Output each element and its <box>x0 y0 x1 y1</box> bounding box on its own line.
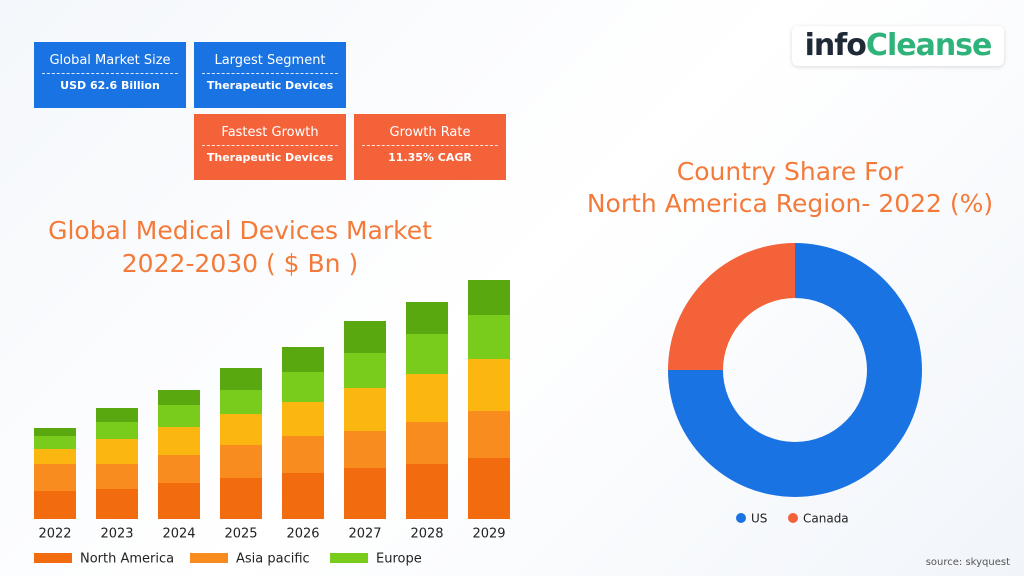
chart-title: North America Region- 2022 (%) <box>587 189 993 218</box>
legend-label: Canada <box>803 512 849 526</box>
bar-segment <box>158 405 200 427</box>
legend-swatch <box>190 553 228 563</box>
x-tick-label: 2028 <box>410 527 443 542</box>
card-title: Global Market Size <box>49 53 171 68</box>
bar-segment <box>34 449 76 464</box>
chart-title: Country Share For <box>677 157 904 186</box>
card-title: Growth Rate <box>389 125 471 140</box>
bar-segment <box>96 408 138 422</box>
bar-segment <box>220 478 262 519</box>
bar-segment <box>344 468 386 519</box>
bar-segment <box>406 464 448 519</box>
bar-segment <box>344 353 386 388</box>
bar-segment <box>220 390 262 414</box>
bar-segment <box>34 491 76 519</box>
bar-segment <box>220 368 262 390</box>
card-title: Fastest Growth <box>221 125 319 140</box>
chart-title: 2022-2030 ( $ Bn ) <box>122 249 358 278</box>
x-tick-label: 2026 <box>286 527 319 542</box>
bar-segment <box>282 436 324 473</box>
card: Fastest Growth Therapeutic Devices <box>194 114 346 180</box>
bar-segment <box>344 431 386 468</box>
bar-segment <box>34 428 76 436</box>
bar-segment <box>282 473 324 519</box>
x-tick-label: 2029 <box>472 527 505 542</box>
source: source: skyquest <box>926 557 1010 568</box>
bar-segment <box>282 402 324 436</box>
bar-segment <box>96 489 138 519</box>
bar-segment <box>406 374 448 422</box>
x-tick-label: 2024 <box>162 527 195 542</box>
bar-segment <box>406 422 448 464</box>
card-value: 11.35% CAGR <box>388 151 472 164</box>
bar-segment <box>220 445 262 478</box>
bar-segment <box>96 422 138 439</box>
legend-label: Europe <box>376 552 422 567</box>
card: Growth Rate 11.35% CAGR <box>354 114 506 180</box>
bar-segment <box>344 388 386 431</box>
card: Global Market Size USD 62.6 Billion <box>34 42 186 108</box>
chart-title: Global Medical Devices Market <box>48 216 432 245</box>
legend-label: US <box>751 512 767 526</box>
bar-segment <box>406 302 448 334</box>
bar-segment <box>468 359 510 411</box>
bar-segment <box>282 372 324 402</box>
donut-slice <box>668 243 922 497</box>
bar-segment <box>158 483 200 519</box>
bar-segment <box>34 464 76 491</box>
legend-label: North America <box>80 552 174 567</box>
legend-dot <box>736 513 746 523</box>
bar-segment <box>344 321 386 353</box>
legend-swatch <box>34 553 72 563</box>
bar-segment <box>468 315 510 359</box>
x-tick-label: 2023 <box>100 527 133 542</box>
card-value: Therapeutic Devices <box>206 79 334 92</box>
x-tick-label: 2025 <box>224 527 257 542</box>
bar-segment <box>158 455 200 483</box>
bar-segment <box>158 427 200 455</box>
card-value: Therapeutic Devices <box>206 151 334 164</box>
bar-segment <box>34 436 76 449</box>
legend-swatch <box>330 553 368 563</box>
card-title: Largest Segment <box>214 53 326 68</box>
bar-segment <box>282 347 324 372</box>
logo-text: Cleanse <box>865 28 992 63</box>
card-value: USD 62.6 Billion <box>60 79 160 92</box>
bar-segment <box>406 334 448 374</box>
bar-segment <box>468 458 510 519</box>
bar-segment <box>468 411 510 458</box>
x-tick-label: 2027 <box>348 527 381 542</box>
x-tick-label: 2022 <box>38 527 71 542</box>
logo-text: info <box>804 28 867 63</box>
logo: infoCleanse <box>792 26 1004 66</box>
bar-segment <box>158 390 200 405</box>
bar-segment <box>96 464 138 489</box>
legend-dot <box>788 513 798 523</box>
bar-segment <box>468 280 510 315</box>
bar-segment <box>96 439 138 464</box>
donut-slice <box>668 243 795 370</box>
bar-segment <box>220 414 262 445</box>
legend-label: Asia pacific <box>236 552 310 567</box>
card: Largest Segment Therapeutic Devices <box>194 42 346 108</box>
